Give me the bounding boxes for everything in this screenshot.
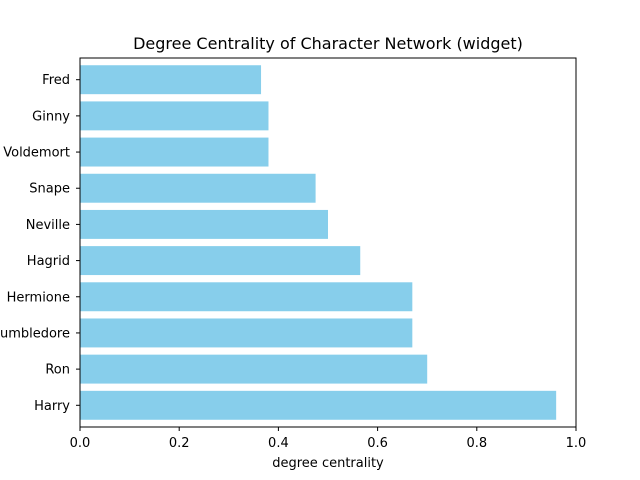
chart-title: Degree Centrality of Character Network (… [133, 34, 523, 53]
bar-snape [80, 173, 316, 203]
bar-dumbledore [80, 318, 413, 348]
bar-ginny [80, 101, 269, 131]
y-tick-label: Neville [26, 218, 70, 233]
x-tick-label: 0.6 [367, 436, 388, 451]
y-tick-label: Dumbledore [0, 326, 70, 341]
y-tick-label: Harry [34, 399, 70, 414]
y-tick-label: Hermione [7, 290, 70, 305]
y-tick-label: Ron [45, 363, 70, 378]
bar-harry [80, 390, 557, 420]
bar-ron [80, 354, 428, 384]
y-tick-label: Voldemort [3, 146, 70, 161]
y-axis-ticks: Harry Ron Dumbledore Hermione Hagrid Neville S… [0, 73, 80, 414]
x-tick-label: 1.0 [566, 436, 587, 451]
bar-voldemort [80, 137, 269, 167]
x-tick-label: 0.8 [466, 436, 487, 451]
bar-fred [80, 65, 262, 95]
x-tick-label: 0.4 [268, 436, 289, 451]
x-tick-label: 0.0 [70, 436, 91, 451]
y-tick-label: Ginny [32, 109, 70, 124]
bar-neville [80, 209, 328, 239]
x-axis-label: degree centrality [272, 456, 384, 471]
bar-hagrid [80, 246, 361, 276]
x-axis-ticks: 0.0 0.2 0.4 0.6 0.8 1.0 [70, 427, 587, 451]
bars-layer [80, 65, 557, 420]
y-tick-label: Hagrid [27, 254, 70, 269]
y-tick-label: Fred [42, 73, 70, 88]
plot-frame [79, 57, 577, 428]
x-tick-label: 0.2 [169, 436, 190, 451]
y-tick-label: Snape [29, 182, 70, 197]
bar-hermione [80, 282, 413, 312]
